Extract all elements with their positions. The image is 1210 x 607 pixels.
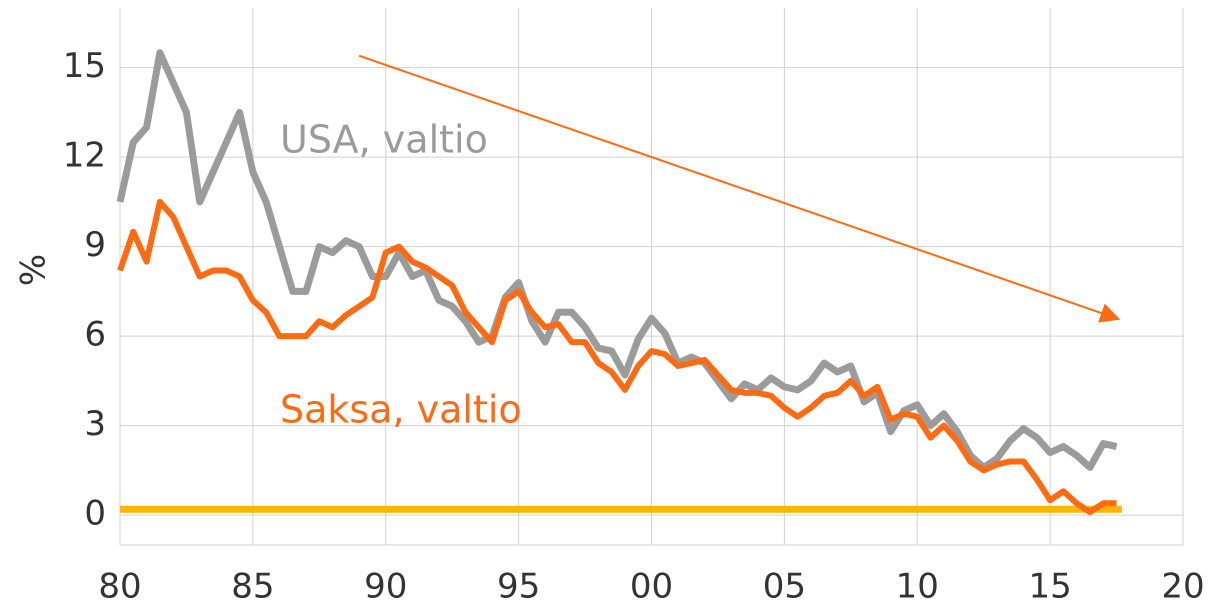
y-tick-label: 15 xyxy=(63,46,106,86)
x-tick-label: 80 xyxy=(98,567,141,607)
series-label: Saksa, valtio xyxy=(280,388,522,432)
x-tick-label: 95 xyxy=(497,567,540,607)
trend-arrow xyxy=(358,54,1121,323)
series-line xyxy=(117,198,1117,516)
y-tick-label: 6 xyxy=(84,315,106,355)
x-tick-label: 05 xyxy=(763,567,806,607)
x-tick-label: 85 xyxy=(231,567,274,607)
y-axis-label: % xyxy=(14,254,54,286)
x-tick-label: 15 xyxy=(1028,567,1071,607)
y-tick-label: 12 xyxy=(63,136,106,176)
y-tick-label: 9 xyxy=(84,225,106,265)
y-tick-label: 3 xyxy=(84,404,106,444)
series-line xyxy=(116,49,1118,471)
x-tick-label: 20 xyxy=(1161,567,1204,607)
y-tick-label: 0 xyxy=(84,494,106,534)
series-label: USA, valtio xyxy=(280,118,488,162)
x-tick-label: 90 xyxy=(364,567,407,607)
x-tick-label: 10 xyxy=(896,567,939,607)
x-tick-label: 00 xyxy=(630,567,673,607)
